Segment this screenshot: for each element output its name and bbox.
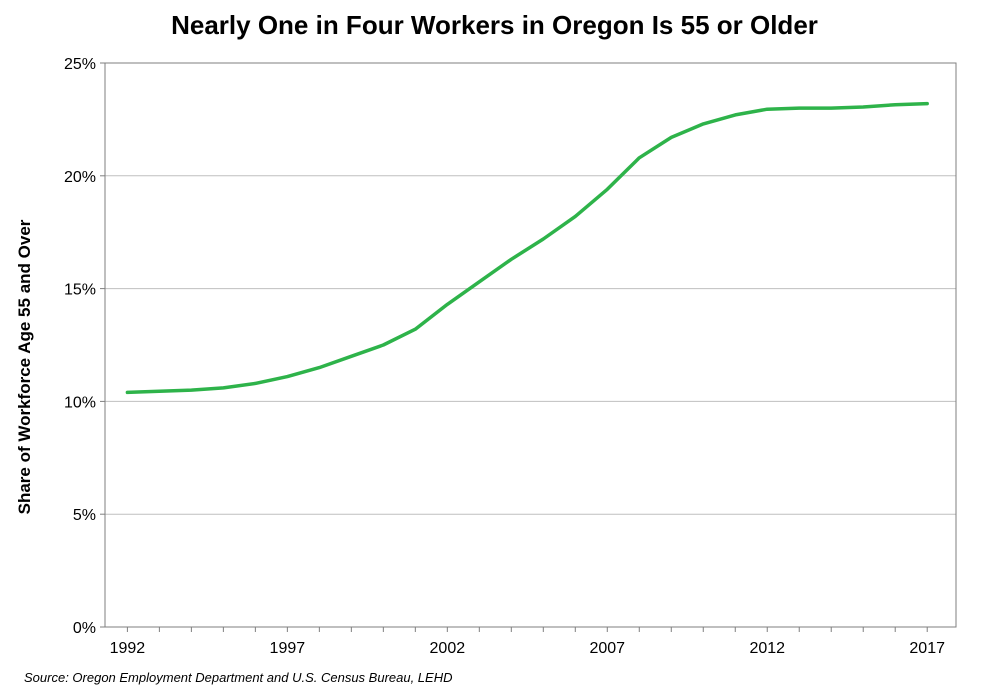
y-tick-label: 10% <box>64 394 96 411</box>
gridlines <box>105 175 956 515</box>
y-tick-label: 20% <box>64 169 96 186</box>
y-tick-label: 25% <box>64 56 96 73</box>
y-axis-title: Share of Workforce Age 55 and Over <box>15 219 34 514</box>
x-tick-label: 2012 <box>749 640 785 657</box>
x-tick-label: 2017 <box>909 640 945 657</box>
chart-title: Nearly One in Four Workers in Oregon Is … <box>171 10 818 40</box>
x-tick-label: 2007 <box>589 640 625 657</box>
x-axis: 1992 1997 2002 2007 2012 2017 <box>110 627 945 657</box>
series-line <box>125 101 929 395</box>
y-tick-label: 0% <box>73 620 96 637</box>
plot-area-border <box>104 62 957 628</box>
y-axis: 0% 5% 10% 15% 20% 25% <box>64 56 105 637</box>
series-layer <box>125 101 929 395</box>
x-tick-label: 1997 <box>270 640 306 657</box>
y-tick-label: 5% <box>73 507 96 524</box>
y-tick-label: 15% <box>64 282 96 299</box>
x-tick-label: 2002 <box>430 640 466 657</box>
source-note: Source: Oregon Employment Department and… <box>24 670 453 685</box>
x-tick-label: 1992 <box>110 640 146 657</box>
